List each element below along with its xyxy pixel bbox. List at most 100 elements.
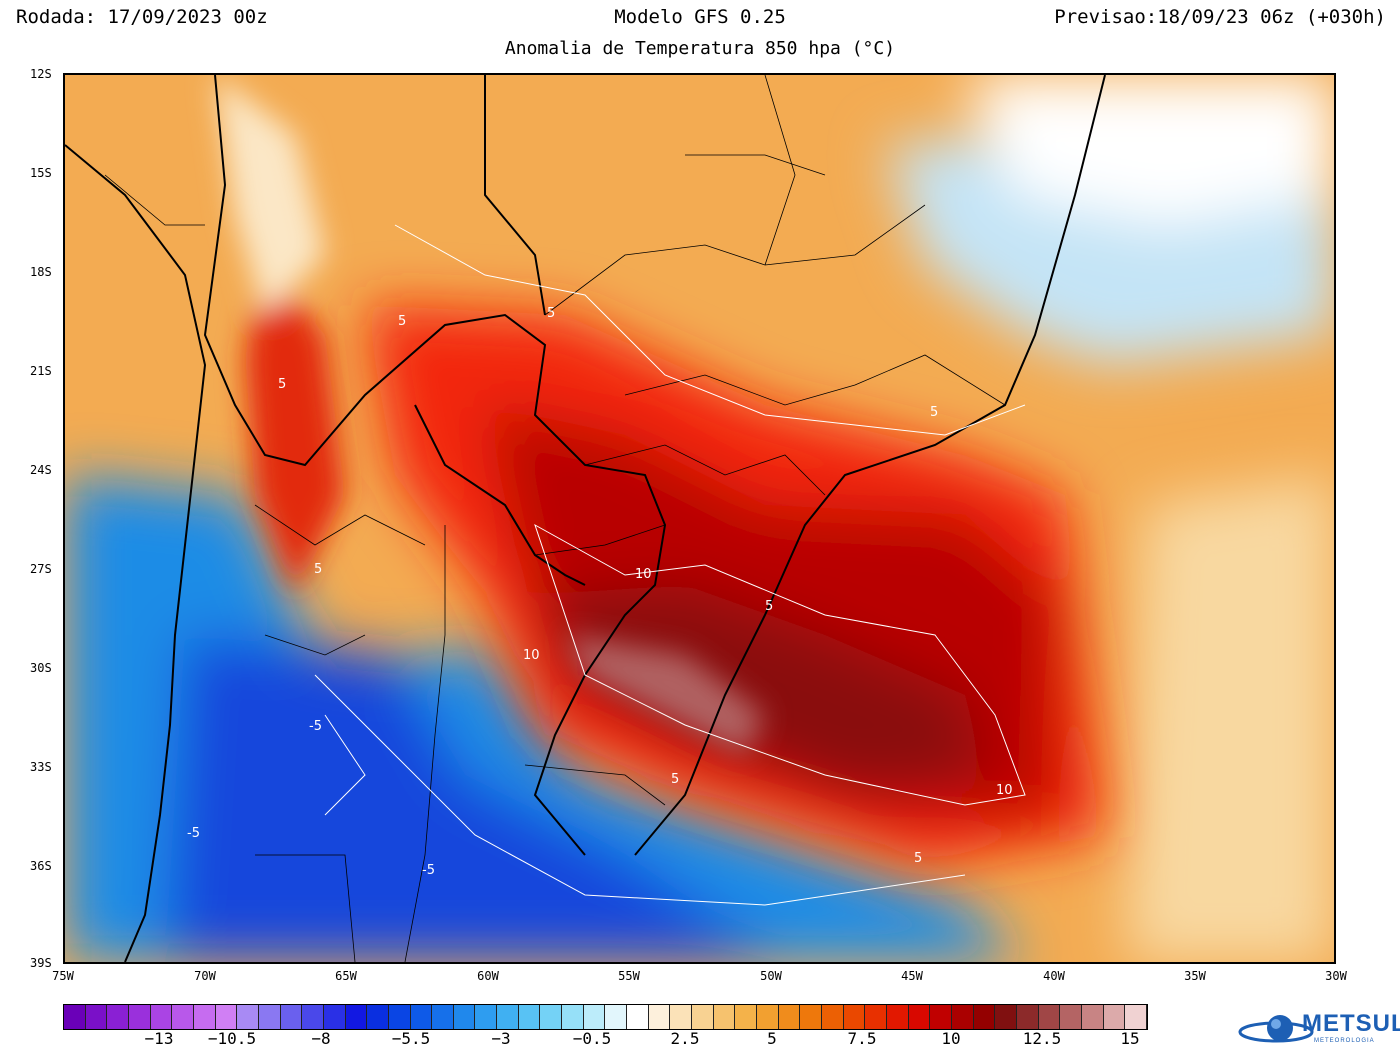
colorbar-swatch [995,1005,1017,1029]
colorbar-swatch [886,1005,909,1029]
colorbar-tick-label: −8 [311,1029,331,1048]
lat-label-36s: 36S [30,859,52,873]
colorbar-swatch [908,1005,931,1029]
lon-label-55w: 55W [618,969,640,983]
color-scale-bar [63,1004,1148,1030]
colorbar-swatch [821,1005,844,1029]
contour-label: 5 [930,405,939,420]
metsul-logo-icon [1238,1015,1314,1043]
colorbar-swatch [648,1005,671,1029]
colorbar-tick-label: 12.5 [1022,1029,1062,1048]
colorbar-swatch [1038,1005,1061,1029]
lon-label-50w: 50W [760,969,782,983]
colorbar-swatch [388,1005,411,1029]
colorbar-swatch [692,1005,714,1029]
colorbar-swatch [432,1005,454,1029]
colorbar-swatch [172,1005,194,1029]
colorbar-swatch [1103,1005,1126,1029]
lat-label-18s: 18S [30,265,52,279]
colorbar-swatch [302,1005,324,1029]
colorbar-swatch [583,1005,606,1029]
contour-label: 5 [278,377,287,392]
colorbar-swatch [367,1005,389,1029]
contour-label: 5 [765,599,774,614]
colorbar-swatch [713,1005,736,1029]
colorbar-tick-label: −13 [144,1029,174,1048]
contour-label: 5 [398,314,407,329]
lon-label-30w: 30W [1325,969,1347,983]
colorbar-swatch [670,1005,693,1029]
colorbar-swatch [540,1005,563,1029]
colorbar-tick-label: 5 [767,1029,777,1048]
contour-label: 5 [314,562,323,577]
colorbar-swatch [843,1005,866,1029]
lon-label-70w: 70W [194,969,216,983]
contour-label: 10 [635,567,652,582]
lon-label-45w: 45W [901,969,923,983]
contour-label: 10 [996,783,1013,798]
colorbar-swatch [475,1005,498,1029]
lat-label-27s: 27S [30,562,52,576]
colorbar-tick-label: 10 [941,1029,961,1048]
logo-subtext: METEOROLOGIA [1314,1038,1375,1044]
colorbar-swatch [951,1005,974,1029]
colorbar-swatch [757,1005,779,1029]
forecast-time-label: Previsao:18/09/23 06z (+030h) [1054,6,1386,28]
lat-label-15s: 15S [30,166,52,180]
colorbar-swatch [518,1005,541,1029]
contour-label: -5 [422,863,435,878]
colorbar-swatch [1081,1005,1104,1029]
run-date-label: Rodada: 17/09/2023 00z [16,6,268,28]
lon-label-35w: 35W [1184,969,1206,983]
colorbar-swatch [258,1005,281,1029]
colorbar-swatch [128,1005,151,1029]
colorbar-swatch [605,1005,628,1029]
contour-label: 5 [914,851,923,866]
colorbar-swatch [64,1005,86,1029]
model-name-label: Modelo GFS 0.25 [614,6,786,28]
contour-label: -5 [187,826,200,841]
contour-label: 10 [523,648,540,663]
colorbar-swatch [800,1005,822,1029]
colorbar-tick-label: −5.5 [391,1029,431,1048]
colorbar-swatch [215,1005,238,1029]
colorbar-tick-label: 7.5 [847,1029,877,1048]
map-subtitle: Anomalia de Temperatura 850 hpa (°C) [504,38,896,59]
lat-label-21s: 21S [30,364,52,378]
colorbar-tick-label: 15 [1120,1029,1140,1048]
colorbar-swatch [107,1005,129,1029]
colorbar-swatch [345,1005,368,1029]
contour-label: -5 [309,719,322,734]
temperature-anomaly-map[interactable]: 5 5 5 5 10 10 10 5 -5 -5 -5 5 5 5 [63,73,1336,964]
colorbar-swatch [735,1005,757,1029]
colorbar-swatch [778,1005,801,1029]
colorbar-swatch [497,1005,519,1029]
colorbar-swatch [150,1005,173,1029]
colorbar-tick-label: −10.5 [207,1029,257,1048]
colorbar-swatch [280,1005,303,1029]
lon-label-40w: 40W [1043,969,1065,983]
contour-label: 5 [671,772,680,787]
lon-label-75w: 75W [52,969,74,983]
colorbar-swatch [562,1005,584,1029]
colorbar-swatch [1125,1005,1147,1029]
colorbar-swatch [627,1005,649,1029]
lat-label-30s: 30S [30,661,52,675]
colorbar-swatch [865,1005,887,1029]
colorbar-swatch [1016,1005,1039,1029]
lon-label-65w: 65W [335,969,357,983]
lat-label-24s: 24S [30,463,52,477]
colorbar-tick-label: −0.5 [572,1029,612,1048]
colorbar-swatch [973,1005,996,1029]
colorbar-tick-label: 2.5 [670,1029,700,1048]
contour-label: 5 [547,306,556,321]
colorbar-swatch [237,1005,259,1029]
logo-wordmark: METSUL [1302,1010,1400,1037]
colorbar-tick-label: −3 [491,1029,511,1048]
colorbar-swatch [323,1005,346,1029]
lat-label-33s: 33S [30,760,52,774]
colorbar-swatch [1060,1005,1082,1029]
lat-label-12s: 12S [30,67,52,81]
colorbar-swatch [193,1005,216,1029]
colorbar-swatch [85,1005,108,1029]
